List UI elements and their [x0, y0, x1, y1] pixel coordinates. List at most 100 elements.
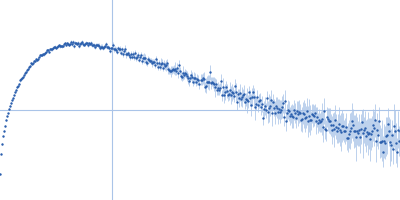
Point: [377, 140, 383, 144]
Point: [196, 82, 203, 86]
Point: [133, 56, 140, 59]
Point: [396, 139, 400, 143]
Point: [339, 124, 345, 128]
Point: [74, 42, 80, 45]
Point: [304, 120, 311, 123]
Point: [94, 43, 100, 46]
Point: [54, 45, 60, 49]
Point: [384, 134, 390, 137]
Point: [35, 57, 41, 60]
Point: [233, 101, 240, 104]
Point: [82, 43, 88, 46]
Point: [335, 127, 341, 130]
Point: [320, 126, 326, 129]
Point: [227, 94, 234, 97]
Point: [15, 84, 21, 87]
Point: [382, 141, 388, 144]
Point: [358, 127, 364, 130]
Point: [111, 48, 118, 51]
Point: [202, 84, 209, 87]
Point: [390, 147, 396, 150]
Point: [331, 128, 337, 131]
Point: [56, 44, 62, 47]
Point: [332, 118, 338, 122]
Point: [25, 67, 31, 70]
Point: [75, 42, 81, 45]
Point: [55, 44, 61, 48]
Point: [18, 78, 24, 81]
Point: [91, 44, 98, 47]
Point: [360, 132, 366, 135]
Point: [0, 142, 5, 146]
Point: [385, 123, 391, 126]
Point: [288, 114, 295, 118]
Point: [352, 129, 358, 132]
Point: [103, 43, 110, 46]
Point: [222, 85, 229, 88]
Point: [132, 51, 138, 54]
Point: [44, 49, 50, 52]
Point: [79, 40, 86, 43]
Point: [197, 78, 204, 81]
Point: [338, 131, 344, 134]
Point: [302, 116, 308, 119]
Point: [238, 95, 245, 99]
Point: [193, 80, 200, 83]
Point: [318, 120, 324, 123]
Point: [27, 65, 33, 68]
Point: [270, 106, 277, 109]
Point: [124, 52, 130, 56]
Point: [34, 58, 40, 62]
Point: [99, 45, 106, 48]
Point: [171, 68, 178, 71]
Point: [95, 44, 102, 47]
Point: [136, 58, 142, 61]
Point: [213, 88, 220, 91]
Point: [6, 107, 12, 111]
Point: [310, 114, 316, 117]
Point: [173, 70, 180, 73]
Point: [81, 43, 88, 46]
Point: [156, 62, 162, 65]
Point: [70, 40, 76, 44]
Point: [102, 45, 108, 48]
Point: [189, 76, 196, 79]
Point: [210, 82, 217, 86]
Point: [3, 119, 9, 122]
Point: [186, 79, 193, 82]
Point: [162, 64, 169, 68]
Point: [306, 118, 313, 122]
Point: [296, 110, 302, 113]
Point: [165, 67, 172, 70]
Point: [166, 69, 173, 72]
Point: [256, 99, 262, 102]
Point: [288, 113, 294, 116]
Point: [341, 130, 347, 133]
Point: [17, 79, 23, 82]
Point: [254, 104, 261, 107]
Point: [348, 126, 354, 129]
Point: [248, 95, 255, 98]
Point: [188, 73, 195, 77]
Point: [40, 52, 46, 56]
Point: [368, 133, 374, 136]
Point: [198, 78, 205, 81]
Point: [205, 81, 212, 84]
Point: [67, 42, 73, 45]
Point: [108, 47, 114, 50]
Point: [379, 139, 385, 142]
Point: [130, 53, 136, 56]
Point: [314, 116, 320, 119]
Point: [142, 56, 148, 59]
Point: [89, 44, 96, 47]
Point: [312, 112, 318, 115]
Point: [191, 76, 198, 80]
Point: [304, 110, 310, 113]
Point: [169, 68, 176, 72]
Point: [323, 129, 329, 132]
Point: [278, 108, 284, 111]
Point: [334, 130, 340, 133]
Point: [298, 119, 304, 122]
Point: [9, 98, 15, 101]
Point: [174, 66, 181, 70]
